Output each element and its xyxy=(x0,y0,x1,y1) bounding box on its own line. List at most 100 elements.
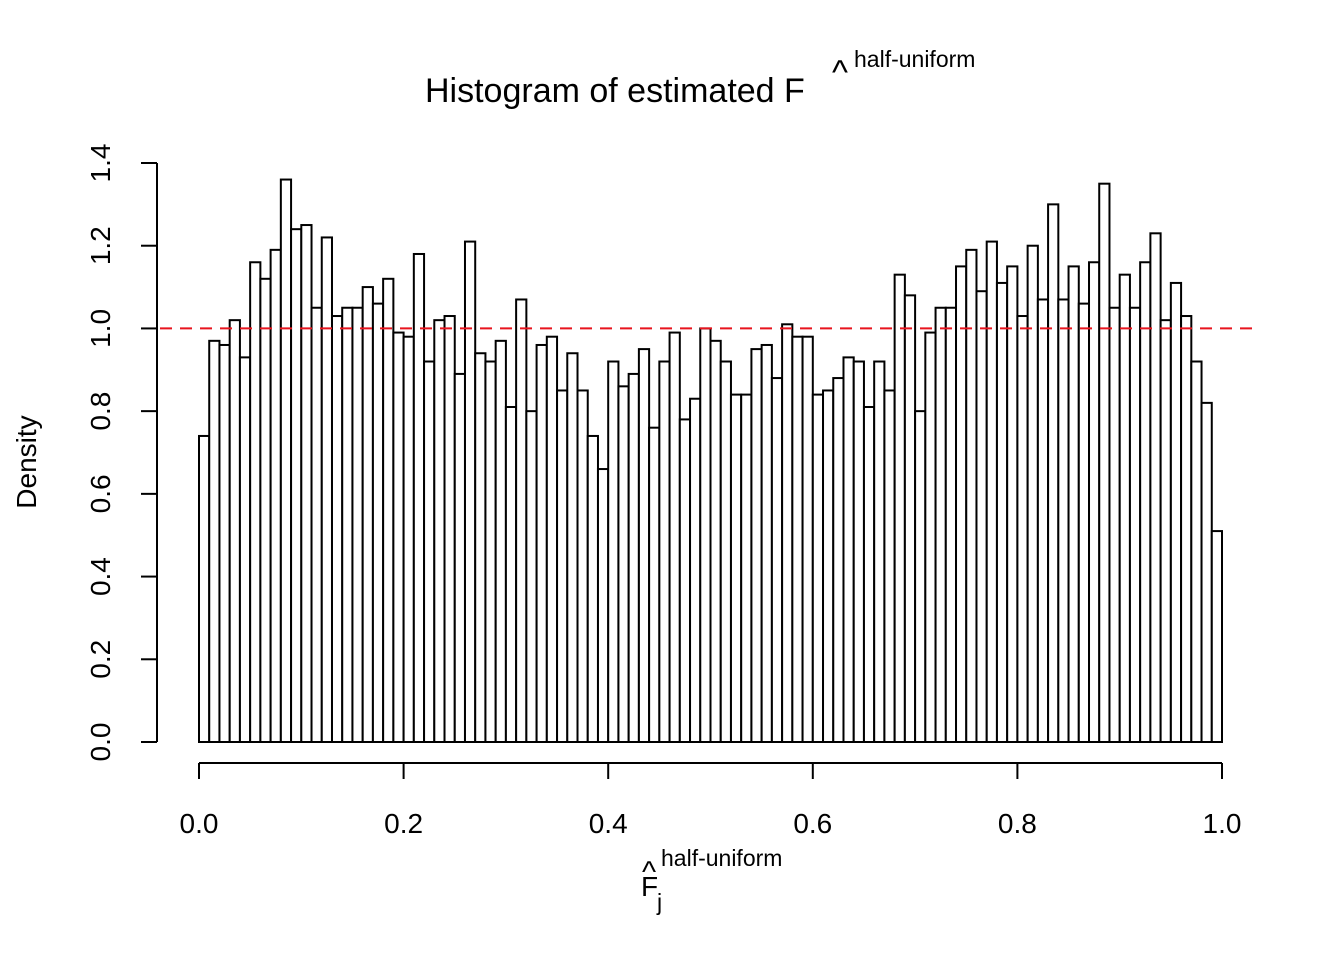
histogram-bar xyxy=(1006,265,1019,743)
histogram-bar xyxy=(1036,298,1050,743)
histogram-bar xyxy=(689,397,702,743)
histogram-bar xyxy=(1057,298,1070,743)
histogram-bar xyxy=(1180,315,1193,743)
histogram-bar xyxy=(914,410,927,743)
histogram-bar xyxy=(750,348,763,743)
histogram-bar xyxy=(1047,203,1060,744)
histogram-bar xyxy=(832,377,845,743)
histogram-bar xyxy=(1149,232,1162,744)
histogram-bar xyxy=(658,360,671,743)
histogram-bar xyxy=(453,372,466,743)
histogram-bar xyxy=(351,306,364,743)
histogram-bar xyxy=(320,236,333,743)
histogram-bar xyxy=(596,468,610,743)
histogram-bar xyxy=(678,418,692,743)
histogram-bar xyxy=(586,434,599,743)
histogram-bar xyxy=(852,360,865,743)
histogram-bar xyxy=(699,327,712,743)
histogram-bar xyxy=(484,360,497,743)
histogram-bar xyxy=(504,406,518,743)
x-tick-label: 0.0 xyxy=(180,808,219,839)
histogram-bar xyxy=(300,224,313,744)
histogram-bar xyxy=(1077,302,1091,743)
histogram-bar xyxy=(259,277,272,743)
histogram-bar xyxy=(1118,273,1131,743)
histogram-bar xyxy=(1067,265,1080,743)
chart-title-hat: ^ xyxy=(832,54,848,92)
y-tick-label: 0.4 xyxy=(85,557,116,596)
x-axis-title: F ^ j half-uniform xyxy=(641,845,782,915)
histogram-bar xyxy=(290,228,303,743)
y-tick-label: 1.0 xyxy=(85,309,116,348)
histogram-bar xyxy=(423,360,436,743)
histogram-bar xyxy=(515,298,528,743)
histogram-bar xyxy=(1016,315,1029,743)
histogram-bar xyxy=(770,377,784,743)
histogram-bar xyxy=(198,434,211,743)
histogram-bar xyxy=(535,343,548,743)
histogram-bar xyxy=(443,315,456,743)
histogram-bar xyxy=(862,406,876,743)
histogram-bar xyxy=(412,252,426,743)
y-tick-label: 0.6 xyxy=(85,474,116,513)
histogram-bar xyxy=(525,410,538,743)
x-tick-label: 0.4 xyxy=(589,808,628,839)
histogram-bar xyxy=(1210,530,1224,743)
histogram-bar xyxy=(1088,261,1101,743)
histogram-bar xyxy=(873,360,886,743)
histogram-bar xyxy=(924,331,937,743)
histogram-bar xyxy=(392,331,405,743)
histogram-bar xyxy=(760,343,773,743)
histogram-bar xyxy=(668,331,681,743)
histogram-bar xyxy=(617,385,630,743)
histogram-bar xyxy=(811,393,825,743)
y-axis: 0.0 0.2 0.4 0.6 0.8 1.0 1.2 1.4 xyxy=(85,144,158,762)
histogram-bar xyxy=(279,178,293,744)
histogram-bar xyxy=(341,306,354,743)
histogram-bar xyxy=(474,352,487,743)
histogram-bar xyxy=(463,240,477,743)
histogram-bar xyxy=(228,319,241,743)
histogram-bar xyxy=(1169,281,1183,743)
histogram-bar xyxy=(1159,319,1172,743)
histogram-bar xyxy=(249,261,262,743)
histogram-bar xyxy=(1200,401,1213,743)
histogram-bar xyxy=(361,286,374,743)
histogram-bar xyxy=(1108,306,1121,743)
x-axis-title-subscript: j xyxy=(656,889,662,915)
chart-title-main: Histogram of estimated F xyxy=(425,72,805,110)
x-tick-label: 0.6 xyxy=(793,808,832,839)
histogram-bar xyxy=(402,335,415,743)
histogram-bar xyxy=(433,319,446,743)
y-tick-label: 0.8 xyxy=(85,392,116,431)
histogram-bar xyxy=(781,323,794,743)
histogram-bar xyxy=(607,360,620,743)
histogram-bar xyxy=(1190,360,1203,743)
x-axis-title-superscript: half-uniform xyxy=(661,845,782,871)
histogram-bar xyxy=(208,339,221,743)
histogram-bar xyxy=(893,273,906,743)
histogram-bar xyxy=(740,393,753,743)
y-tick-label: 0.2 xyxy=(85,640,116,679)
y-tick-label: 0.0 xyxy=(85,723,116,762)
x-axis: 0.0 0.2 0.4 0.6 0.8 1.0 xyxy=(180,762,1241,839)
histogram-bar xyxy=(494,339,507,743)
histogram-bar xyxy=(965,248,978,743)
histogram-bar xyxy=(627,372,640,743)
x-axis-title-hat: ^ xyxy=(642,856,656,889)
histogram-bar xyxy=(330,315,344,743)
histogram-bar xyxy=(310,306,323,743)
histogram-bar xyxy=(648,426,661,743)
histogram-bar xyxy=(934,306,947,743)
histogram-bar xyxy=(719,360,732,743)
histogram-bar xyxy=(944,306,958,743)
histogram-bar xyxy=(801,335,814,743)
histogram-bar xyxy=(637,348,651,743)
histogram-bar xyxy=(1026,244,1039,743)
histogram-bar xyxy=(238,356,252,743)
histogram-bar xyxy=(576,389,589,743)
histogram-bar xyxy=(566,352,579,743)
x-axis-title-main: F xyxy=(641,871,658,902)
histogram-bar xyxy=(1139,261,1152,743)
